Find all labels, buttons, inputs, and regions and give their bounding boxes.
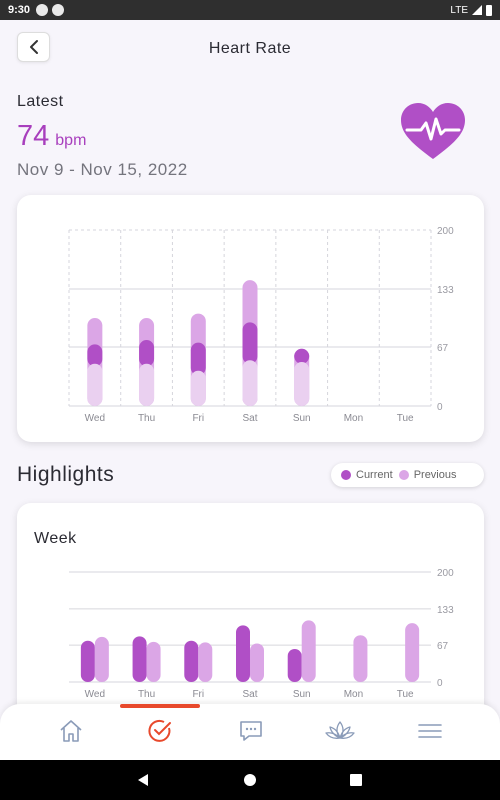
week-bar-previous [250, 643, 264, 682]
range-bar-base [294, 362, 310, 406]
x-tick-label: Tue [397, 689, 414, 700]
week-bar-current [184, 640, 199, 682]
y-tick-label: 133 [437, 285, 454, 296]
tab-wellness[interactable] [325, 716, 355, 746]
x-tick-label: Fri [192, 413, 204, 424]
legend-previous: Previous [398, 469, 457, 481]
bpm-unit: bpm [55, 132, 87, 149]
battery-icon [486, 4, 492, 16]
range-bar-current [190, 342, 206, 376]
tab-chat[interactable] [236, 716, 266, 746]
range-bar-base [242, 360, 258, 406]
y-tick-label: 133 [437, 605, 454, 616]
x-tick-label: Fri [192, 689, 204, 700]
legend-previous-label: Previous [413, 469, 457, 481]
circle-home-icon [244, 774, 256, 786]
week-title: Week [34, 530, 77, 547]
check-circle-icon [148, 719, 171, 742]
status-bar: 9:30 LTE [0, 0, 500, 20]
signal-icon [472, 5, 482, 15]
x-tick-label: Mon [344, 413, 363, 424]
lotus-icon [325, 721, 355, 739]
status-time: 9:30 [8, 4, 31, 16]
bottom-tab-bar [0, 704, 500, 760]
y-tick-label: 200 [437, 226, 454, 237]
x-tick-label: Tue [397, 413, 414, 424]
latest-reading: 74 bpm [17, 120, 86, 153]
week-bar-previous [405, 623, 420, 682]
range-bar-current [294, 348, 310, 364]
week-bar-previous [301, 620, 316, 682]
x-tick-label: Thu [138, 413, 155, 424]
chevron-left-icon [29, 40, 38, 54]
range-bar-base [190, 370, 206, 406]
week-bar-current [236, 625, 250, 682]
range-bar-current [242, 322, 258, 364]
x-tick-label: Wed [85, 689, 105, 700]
week-bar-previous [198, 642, 213, 682]
legend-current-swatch [341, 470, 351, 480]
menu-icon [418, 724, 442, 738]
active-tab-indicator [120, 704, 200, 708]
chart-legend: Current Previous [331, 463, 484, 487]
tab-home[interactable] [56, 716, 86, 746]
highlights-title: Highlights [17, 463, 115, 486]
tab-menu[interactable] [415, 716, 445, 746]
square-recents-icon [350, 774, 362, 786]
week-bar-current [80, 640, 95, 682]
week-bar-current [132, 636, 147, 682]
x-tick-label: Wed [85, 413, 105, 424]
system-navigation-bar [0, 760, 500, 800]
sync-notification-icon [52, 4, 65, 16]
range-chart-svg: 200 133 67 0 Wed Thu Fri Sat Sun Mon Tue [68, 226, 454, 424]
heart-rate-range-chart: 200 133 67 0 Wed Thu Fri Sat Sun Mon Tue [17, 195, 484, 442]
range-bar-current [139, 340, 155, 367]
week-bar-previous [94, 636, 109, 682]
range-bar-base [87, 363, 103, 406]
y-tick-label: 0 [437, 402, 443, 413]
page-title: Heart Rate [208, 40, 292, 57]
app-header: Heart Rate [0, 20, 500, 78]
latest-label: Latest [17, 93, 64, 110]
bpm-value: 74 [17, 120, 50, 152]
range-bar-current [87, 344, 103, 367]
x-tick-label: Sun [293, 413, 311, 424]
legend-current: Current [341, 469, 393, 481]
x-tick-label: Mon [344, 689, 363, 700]
chat-icon [240, 721, 262, 741]
week-bar-current [287, 649, 302, 682]
week-bar-previous [353, 635, 368, 682]
system-recents-button[interactable] [346, 770, 366, 790]
app-notification-icon [36, 4, 49, 16]
x-tick-label: Sat [242, 413, 257, 424]
range-bar-base [139, 363, 155, 406]
system-home-button[interactable] [240, 770, 260, 790]
back-button[interactable] [17, 32, 50, 62]
week-chart-svg: 200 133 67 0 Wed Thu Fri Sat Sun Mon Tue [69, 568, 454, 700]
home-icon [60, 720, 82, 742]
x-tick-label: Sun [293, 689, 311, 700]
week-comparison-card: Week 200 133 67 0 Wed Thu Fri Sat Sun Mon Tue [17, 503, 484, 733]
network-type: LTE [450, 4, 468, 16]
x-tick-label: Thu [138, 689, 155, 700]
y-tick-label: 200 [437, 568, 454, 579]
x-tick-label: Sat [242, 689, 257, 700]
week-bar-previous [146, 641, 161, 682]
legend-previous-swatch [398, 470, 409, 480]
heart-pulse-icon [401, 103, 465, 159]
tab-tasks[interactable] [145, 716, 175, 746]
legend-current-label: Current [356, 469, 393, 481]
y-tick-label: 67 [437, 641, 449, 652]
y-tick-label: 67 [437, 343, 449, 354]
y-tick-label: 0 [437, 678, 443, 689]
triangle-back-icon [138, 774, 148, 786]
system-back-button[interactable] [133, 770, 153, 790]
date-range: Nov 9 - Nov 15, 2022 [17, 160, 188, 179]
